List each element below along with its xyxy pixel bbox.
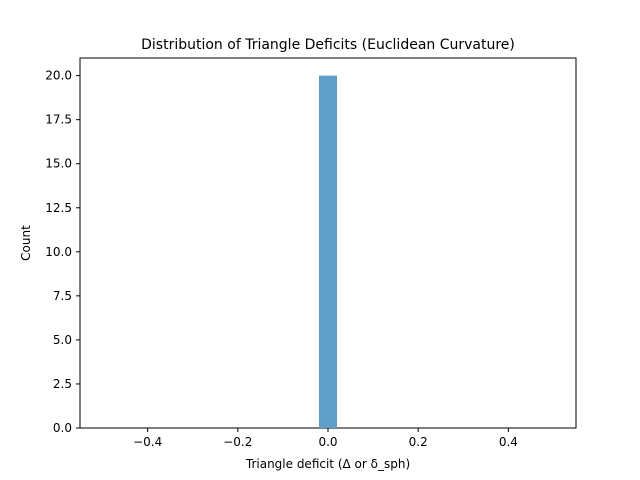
y-tick-label-5: 12.5 [45,201,72,215]
chart-title: Distribution of Triangle Deficits (Eucli… [141,37,515,53]
x-tick-label-1: −0.2 [223,435,252,449]
bars-layer [318,75,338,428]
y-tick-label-6: 15.0 [45,157,72,171]
y-tick-label-3: 7.5 [53,289,72,303]
y-axis-label: Count [19,225,33,261]
x-axis-label: Triangle deficit (Δ or δ_sph) [245,457,410,471]
x-tick-label-0: −0.4 [133,435,162,449]
y-tick-label-2: 5.0 [53,333,72,347]
x-axis-ticks: −0.4 −0.2 0.0 0.2 0.4 [133,428,518,449]
y-tick-label-4: 10.0 [45,245,72,259]
x-tick-label-4: 0.4 [499,435,518,449]
x-tick-label-3: 0.2 [409,435,428,449]
y-tick-label-7: 17.5 [45,113,72,127]
plot-area: −0.4 −0.2 0.0 0.2 0.4 0.0 2.5 5.0 7.5 10.0 12.5 15… [45,57,577,449]
y-tick-label-1: 2.5 [53,377,72,391]
x-tick-label-2: 0.0 [318,435,337,449]
y-axis-ticks: 0.0 2.5 5.0 7.5 10.0 12.5 15.0 17.5 20.0 [45,69,80,435]
histogram-bar-0 [318,75,338,428]
y-tick-label-8: 20.0 [45,69,72,83]
y-tick-label-0: 0.0 [53,421,72,435]
